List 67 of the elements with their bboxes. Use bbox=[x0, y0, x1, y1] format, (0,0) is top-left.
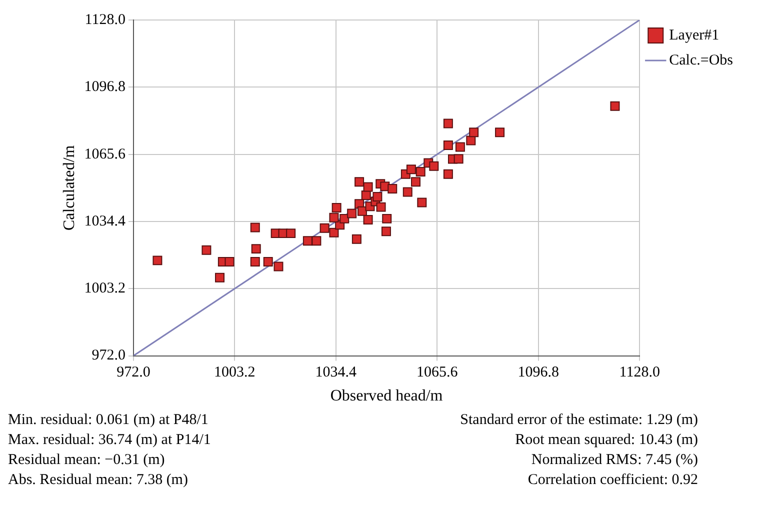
point bbox=[152, 256, 162, 266]
x-tick-label: 1034.4 bbox=[315, 364, 358, 381]
point bbox=[610, 101, 620, 111]
point bbox=[382, 214, 392, 224]
point bbox=[202, 245, 212, 255]
point bbox=[352, 234, 362, 244]
x-tick-label: 1003.2 bbox=[214, 364, 256, 381]
point bbox=[372, 192, 382, 202]
point bbox=[320, 223, 330, 233]
point bbox=[215, 272, 225, 282]
point bbox=[443, 169, 453, 179]
point bbox=[354, 177, 364, 187]
point bbox=[429, 161, 439, 171]
legend-label: Calc.=Obs bbox=[669, 52, 734, 68]
text: Root mean squared: 10.43 (m) bbox=[514, 431, 698, 450]
text: Min. residual: 0.061 (m) at P48/1 bbox=[8, 411, 210, 430]
point bbox=[312, 236, 322, 246]
text: Abs. Residual mean: 7.38 (m) bbox=[8, 471, 189, 490]
y-tick-label: 1096.8 bbox=[84, 79, 126, 96]
point bbox=[411, 177, 420, 187]
point bbox=[274, 262, 284, 272]
text: Standard error of the estimate: 1.29 (m) bbox=[459, 411, 698, 430]
point bbox=[402, 187, 412, 197]
text: Correlation coefficient: 0.92 bbox=[526, 471, 698, 490]
point bbox=[329, 228, 339, 238]
point bbox=[363, 215, 373, 224]
legend-label: Layer#1 bbox=[669, 27, 720, 44]
y-tick-label: 1065.6 bbox=[84, 146, 126, 162]
x-axis-title: Observed head/m bbox=[330, 388, 444, 405]
point bbox=[417, 198, 427, 208]
point bbox=[263, 256, 273, 266]
point bbox=[250, 256, 260, 266]
x-tick-label: 972.0 bbox=[116, 364, 150, 381]
point bbox=[466, 136, 476, 146]
point bbox=[363, 182, 373, 192]
point bbox=[381, 226, 391, 236]
x-tick-label: 1065.6 bbox=[416, 364, 458, 381]
point bbox=[347, 208, 357, 218]
point bbox=[251, 244, 261, 254]
point bbox=[454, 154, 464, 164]
point bbox=[388, 184, 398, 194]
point bbox=[495, 128, 505, 138]
point bbox=[286, 228, 296, 238]
point bbox=[224, 256, 234, 266]
y-axis-title: Calculated/m bbox=[60, 144, 78, 231]
y-tick-label: 1003.2 bbox=[84, 280, 126, 297]
text: Residual mean: −0.31 (m) bbox=[8, 451, 166, 470]
x-tick-label: 1096.8 bbox=[518, 364, 560, 381]
point bbox=[416, 167, 426, 176]
y-tick-label: 1128.0 bbox=[84, 12, 126, 28]
point bbox=[406, 164, 416, 174]
point bbox=[376, 202, 386, 212]
point bbox=[329, 212, 339, 222]
y-tick-label: 1034.4 bbox=[84, 213, 126, 230]
x-tick-label: 1128.0 bbox=[619, 364, 660, 381]
y-tick-label: 972.0 bbox=[92, 348, 126, 364]
point bbox=[469, 128, 479, 138]
text: Max. residual: 36.74 (m) at P14/1 bbox=[8, 431, 212, 450]
point bbox=[250, 222, 260, 232]
point bbox=[455, 142, 465, 152]
text: Normalized RMS: 7.45 (%) bbox=[530, 451, 698, 470]
point bbox=[340, 214, 350, 224]
point bbox=[357, 206, 367, 216]
point bbox=[302, 236, 312, 246]
point bbox=[443, 118, 453, 128]
point bbox=[332, 202, 342, 212]
point bbox=[443, 140, 453, 150]
